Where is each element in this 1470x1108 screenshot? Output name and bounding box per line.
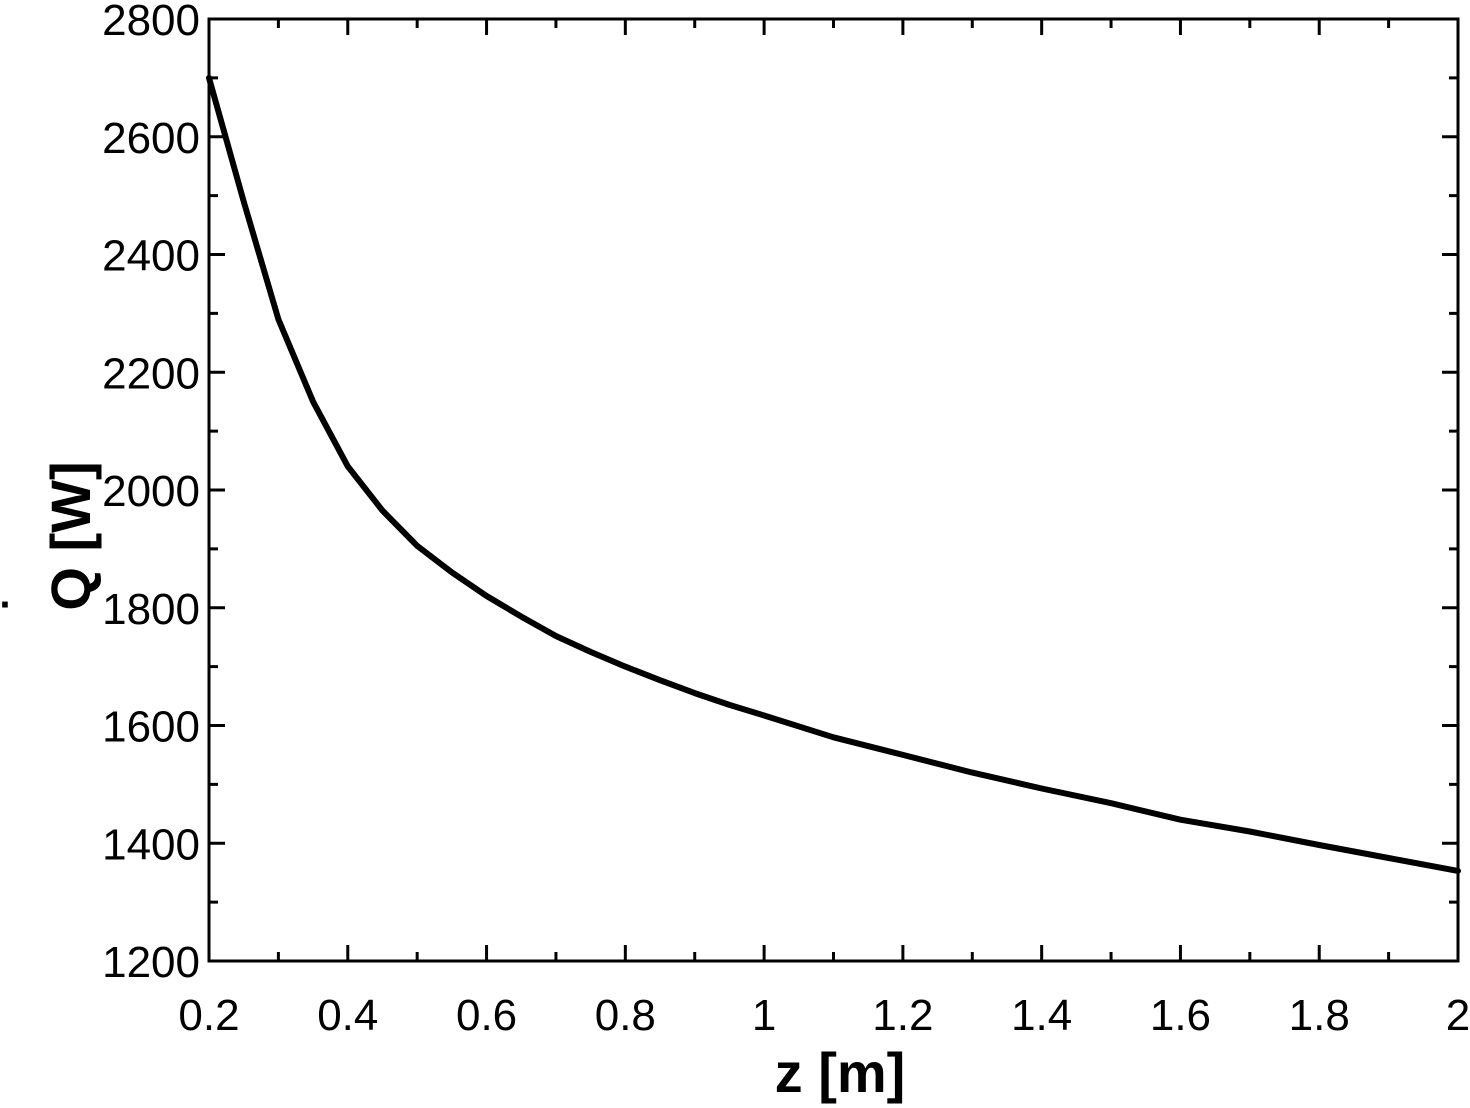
y-axis-title: Q [W] [39, 461, 102, 610]
y-tick-label: 2600 [102, 114, 200, 163]
x-tick-label: 0.2 [178, 991, 239, 1040]
y-tick-label: 2200 [102, 349, 200, 398]
x-tick-label: 2 [1446, 991, 1470, 1040]
axis-ticks [207, 17, 1460, 963]
x-tick-label: 1.4 [1011, 991, 1072, 1040]
y-tick-label: 2800 [102, 0, 200, 45]
y-tick-label: 1800 [102, 585, 200, 634]
x-tick-label: 0.8 [595, 991, 656, 1040]
series-line [206, 74, 1461, 874]
y-tick-label: 2400 [102, 232, 200, 281]
x-tick-label: 1.8 [1289, 991, 1350, 1040]
x-tick-label: 1 [752, 991, 776, 1040]
y-tick-label: 2000 [102, 467, 200, 516]
x-tick-label: 1.2 [872, 991, 933, 1040]
y-tick-label: 1600 [102, 703, 200, 752]
x-tick-label: 0.4 [317, 991, 378, 1040]
x-axis-title: z [m] [775, 1041, 906, 1104]
x-tick-label: 1.6 [1150, 991, 1211, 1040]
y-axis-title-dot: · [0, 583, 13, 627]
y-tick-label: 1200 [102, 938, 200, 987]
plot-frame [207, 17, 1460, 963]
axis-tick-labels: 0.2 0.4 0.6 0.8 1 1.2 1.4 1.6 1.8 2 1200 1400 1600 18… [102, 0, 1470, 1040]
x-tick-label: 0.6 [456, 991, 517, 1040]
y-tick-label: 1400 [102, 820, 200, 869]
